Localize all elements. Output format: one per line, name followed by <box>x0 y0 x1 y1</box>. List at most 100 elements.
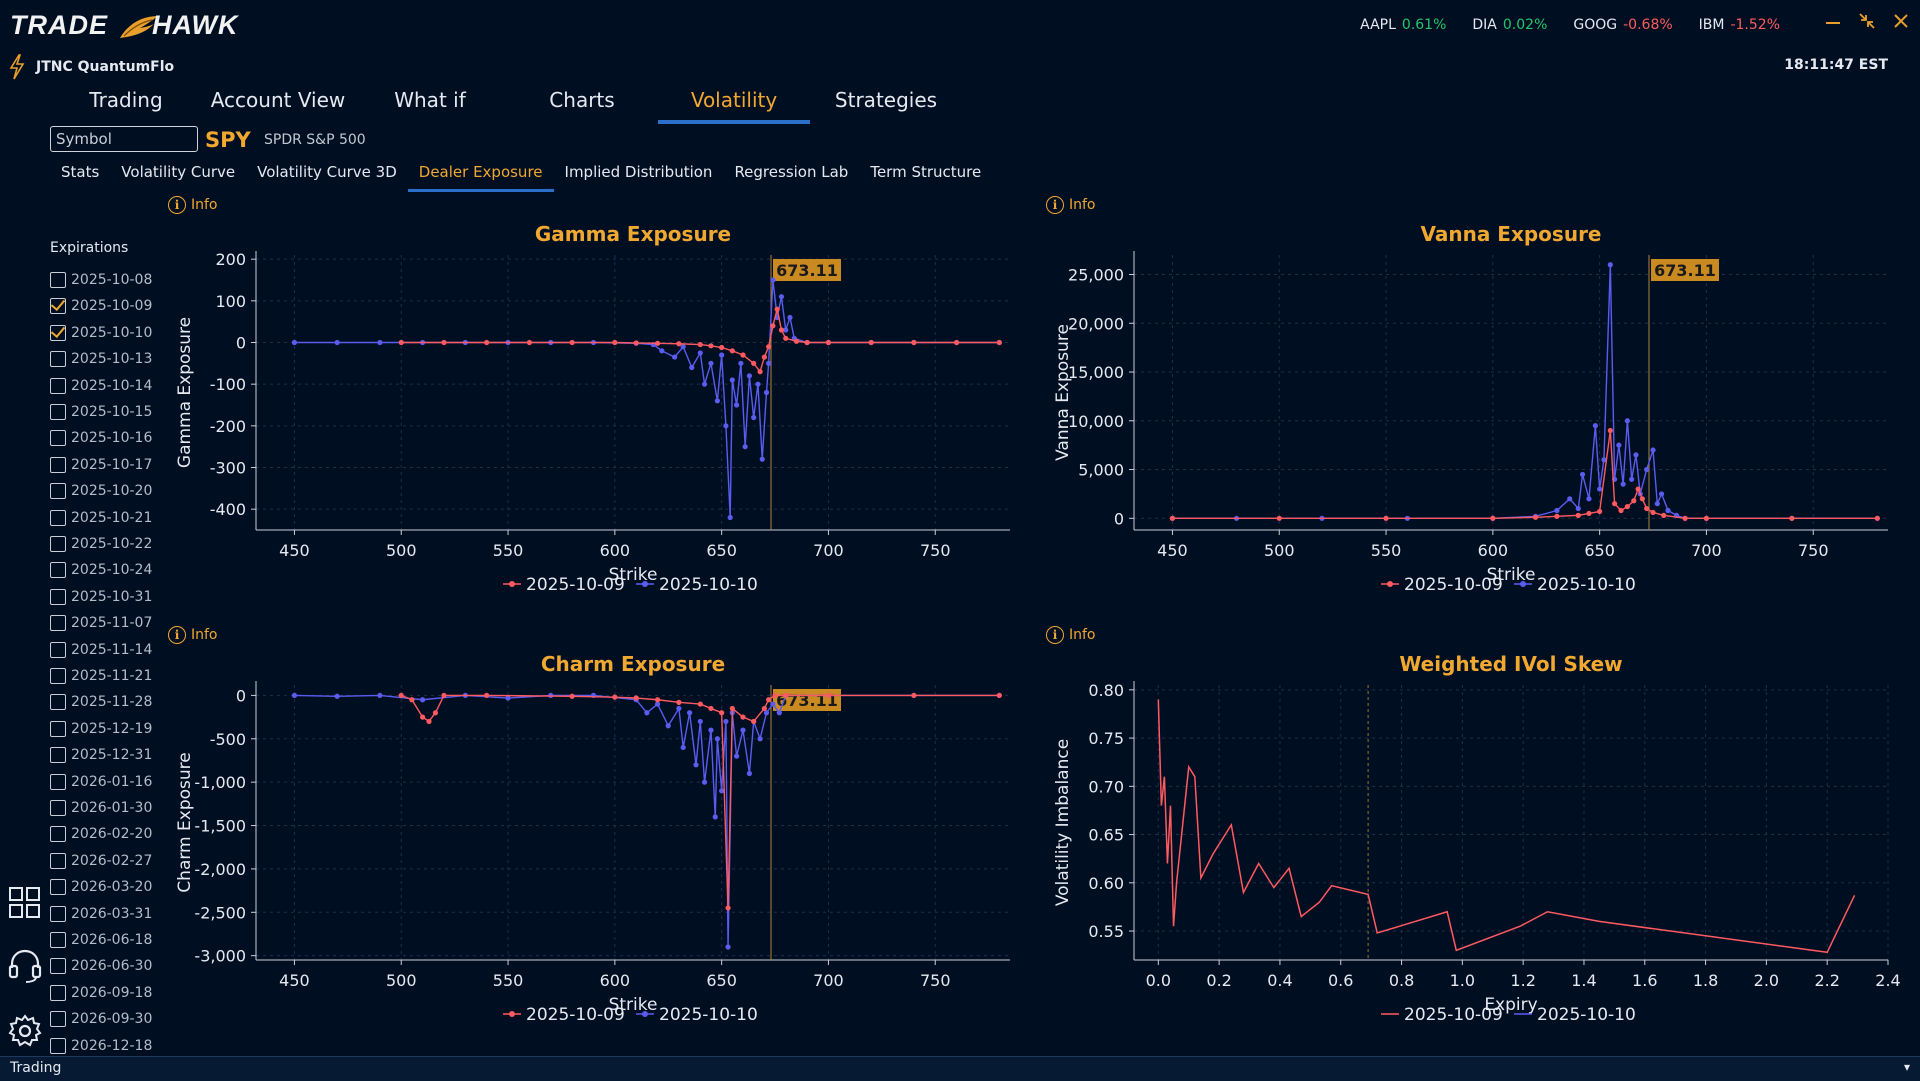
expiration-checkbox[interactable] <box>50 404 66 420</box>
ticker-item[interactable]: AAPL 0.61% <box>1360 17 1447 33</box>
expiration-checkbox[interactable] <box>50 536 66 552</box>
expiration-checkbox[interactable] <box>50 879 66 896</box>
tab-volatility[interactable]: Volatility <box>658 88 810 124</box>
expiration-checkbox[interactable] <box>50 272 66 288</box>
expiration-checkbox[interactable] <box>50 1011 66 1028</box>
expiration-checkbox[interactable] <box>50 1037 66 1054</box>
info-button[interactable]: i Info <box>168 196 218 214</box>
expiration-item[interactable]: 2025-10-14 <box>50 377 152 394</box>
data-point <box>1611 501 1618 507</box>
subtab-volatility-curve[interactable]: Volatility Curve <box>121 163 236 181</box>
expiration-checkbox[interactable] <box>50 958 66 975</box>
expiration-item[interactable]: 2025-10-13 <box>50 351 152 368</box>
x-tick-label: 700 <box>813 541 844 560</box>
info-button[interactable]: i Info <box>168 626 218 644</box>
tab-what-if[interactable]: What if <box>394 88 466 112</box>
expiration-item[interactable]: 2025-11-28 <box>50 694 152 711</box>
expiration-checkbox[interactable] <box>50 483 66 500</box>
grid-icon[interactable] <box>8 886 42 920</box>
expiration-checkbox[interactable] <box>50 905 66 922</box>
expiration-item[interactable]: 2026-06-18 <box>50 932 152 948</box>
info-button[interactable]: i Info <box>1046 626 1096 644</box>
restore-icon[interactable] <box>1858 12 1876 30</box>
expiration-item[interactable]: 2025-10-31 <box>50 588 152 605</box>
tab-strategies[interactable]: Strategies <box>834 88 938 112</box>
subtab-stats[interactable]: Stats <box>61 163 100 181</box>
expiration-checkbox[interactable] <box>50 298 66 315</box>
subtab-volatility-curve-3d[interactable]: Volatility Curve 3D <box>257 163 397 181</box>
chevron-down-icon[interactable]: ▾ <box>1903 1060 1910 1074</box>
info-button[interactable]: i Info <box>1046 196 1096 214</box>
expiration-item[interactable]: 2025-10-10 <box>50 324 152 341</box>
expiration-item[interactable]: 2026-09-18 <box>50 984 152 1001</box>
expiration-checkbox[interactable] <box>50 694 66 711</box>
expiration-item[interactable]: 2025-10-24 <box>50 562 152 579</box>
tab-charts[interactable]: Charts <box>549 88 615 112</box>
expiration-item[interactable]: 2025-10-16 <box>50 430 152 447</box>
expiration-checkbox[interactable] <box>50 351 66 368</box>
expiration-checkbox[interactable] <box>50 800 66 816</box>
headset-icon[interactable] <box>8 948 42 984</box>
expiration-checkbox[interactable] <box>50 984 66 1001</box>
expiration-item[interactable]: 2025-12-31 <box>50 747 152 764</box>
expiration-item[interactable]: 2026-01-30 <box>50 800 152 816</box>
expiration-checkbox[interactable] <box>50 377 66 394</box>
ticker-item[interactable]: GOOG -0.68% <box>1573 17 1673 33</box>
expiration-checkbox[interactable] <box>50 324 66 341</box>
expiration-item[interactable]: 2025-10-17 <box>50 456 152 473</box>
ticker-item[interactable]: DIA 0.02% <box>1472 17 1548 33</box>
symbol-input[interactable] <box>50 126 198 152</box>
expiration-checkbox[interactable] <box>50 509 66 526</box>
expiration-checkbox[interactable] <box>50 852 66 869</box>
close-icon[interactable] <box>1892 12 1910 30</box>
expiration-checkbox[interactable] <box>50 720 66 737</box>
expiration-item[interactable]: 2026-12-18 <box>50 1037 152 1054</box>
expiration-checkbox[interactable] <box>50 615 66 632</box>
subtab-implied-distribution[interactable]: Implied Distribution <box>564 163 713 181</box>
expiration-checkbox[interactable] <box>50 641 66 658</box>
expiration-item[interactable]: 2026-02-20 <box>50 826 152 843</box>
expiration-item[interactable]: 2025-10-21 <box>50 509 152 526</box>
gear-icon[interactable] <box>8 1014 42 1048</box>
subtab-term-structure[interactable]: Term Structure <box>870 163 982 181</box>
expiration-checkbox[interactable] <box>50 932 66 948</box>
expiration-checkbox[interactable] <box>50 456 66 473</box>
expiration-item[interactable]: 2025-12-19 <box>50 720 152 737</box>
expiration-checkbox[interactable] <box>50 562 66 579</box>
expiration-item[interactable]: 2025-11-21 <box>50 668 152 684</box>
expiration-item[interactable]: 2025-11-14 <box>50 641 152 658</box>
expiration-item[interactable]: 2026-01-16 <box>50 773 152 790</box>
expiration-checkbox[interactable] <box>50 430 66 447</box>
data-point <box>770 277 776 283</box>
x-axis-label: Strike <box>1487 565 1536 585</box>
expiration-item[interactable]: 2025-10-22 <box>50 536 152 552</box>
expiration-checkbox[interactable] <box>50 668 66 684</box>
expiration-item[interactable]: 2025-10-15 <box>50 404 152 420</box>
x-tick-label: 500 <box>386 971 417 990</box>
tab-account-view[interactable]: Account View <box>210 88 346 112</box>
expiration-item[interactable]: 2026-03-20 <box>50 879 152 896</box>
expiration-item[interactable]: 2025-11-07 <box>50 615 152 632</box>
expiration-item[interactable]: 2025-10-08 <box>50 272 152 288</box>
x-tick-label: 650 <box>706 541 737 560</box>
expiration-checkbox[interactable] <box>50 773 66 790</box>
expiration-item[interactable]: 2025-10-20 <box>50 483 152 500</box>
x-tick-label: 600 <box>600 541 631 560</box>
expiration-checkbox[interactable] <box>50 826 66 843</box>
expiration-item[interactable]: 2026-02-27 <box>50 852 152 869</box>
expiration-checkbox[interactable] <box>50 588 66 605</box>
grid <box>1134 255 1888 530</box>
ticker-item[interactable]: IBM -1.52% <box>1698 17 1780 33</box>
expiration-item[interactable]: 2025-10-09 <box>50 298 152 315</box>
data-point <box>1597 508 1603 515</box>
data-point <box>825 692 832 699</box>
expiration-item[interactable]: 2026-03-31 <box>50 905 152 922</box>
expiration-checkbox[interactable] <box>50 747 66 764</box>
minimize-icon[interactable] <box>1824 12 1842 30</box>
subtab-dealer-exposure[interactable]: Dealer Exposure <box>407 163 554 192</box>
y-tick-label: 15,000 <box>1068 363 1124 382</box>
expiration-item[interactable]: 2026-06-30 <box>50 958 152 975</box>
subtab-regression-lab[interactable]: Regression Lab <box>734 163 849 181</box>
tab-trading[interactable]: Trading <box>89 88 163 112</box>
expiration-item[interactable]: 2026-09-30 <box>50 1011 152 1028</box>
